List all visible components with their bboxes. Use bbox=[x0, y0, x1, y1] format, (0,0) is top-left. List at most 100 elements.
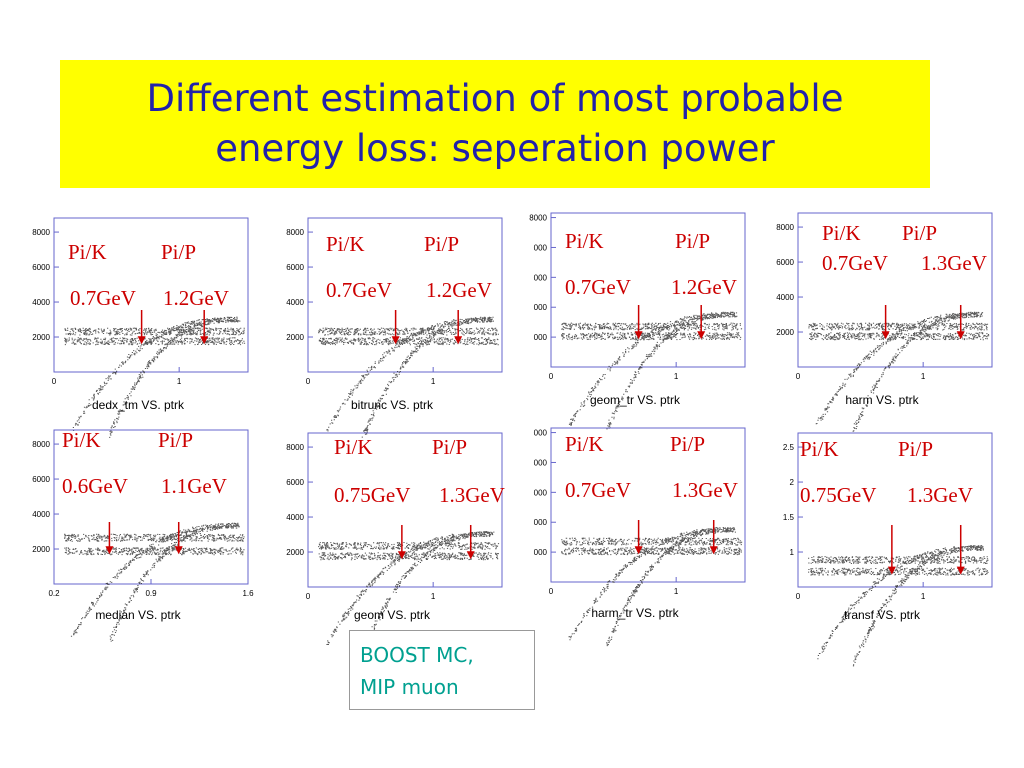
scatter-dots bbox=[64, 316, 246, 438]
x-tick-label: 1 bbox=[177, 377, 182, 386]
scatter-dots bbox=[561, 527, 743, 647]
y-tick-label: 4000 bbox=[776, 293, 794, 302]
plot-frame bbox=[550, 212, 746, 368]
pik-label: Pi/K bbox=[565, 229, 604, 253]
scatter-dots bbox=[561, 311, 743, 430]
y-tick-label: 1.5 bbox=[783, 513, 795, 522]
pik-energy-label: 0.7GeV bbox=[326, 278, 392, 302]
pik-energy-label: 0.75GeV bbox=[800, 483, 877, 507]
note-box: BOOST MC, MIP muon bbox=[349, 630, 535, 710]
x-tick-label: 1 bbox=[921, 592, 926, 601]
y-tick-label: 4000 bbox=[286, 513, 304, 522]
pik-arrowhead bbox=[397, 551, 406, 560]
y-tick-label: 000 bbox=[534, 548, 548, 557]
x-tick-label: 1 bbox=[674, 587, 679, 596]
y-tick-label: 2000 bbox=[32, 333, 50, 342]
x-tick-label: 0.2 bbox=[48, 589, 60, 598]
y-tick-label: 6000 bbox=[32, 475, 50, 484]
plot-panel-harm: 2000 4000 6000 8000 0 1 Pi/K Pi/P 0.7GeV 1.3G… bbox=[762, 205, 1012, 432]
pik-energy-label: 0.75GeV bbox=[334, 483, 411, 507]
pik-energy-label: 0.6GeV bbox=[62, 474, 128, 498]
pip-label: Pi/P bbox=[675, 229, 711, 253]
pip-label: Pi/P bbox=[902, 221, 938, 245]
pip-arrowhead bbox=[956, 566, 965, 575]
pip-energy-label: 1.2GeV bbox=[426, 278, 492, 302]
scatter-points bbox=[64, 316, 246, 438]
pik-label: Pi/K bbox=[68, 240, 107, 264]
title-banner: Different estimation of most probable en… bbox=[60, 60, 930, 188]
plot-caption: bitrunc VS. ptrk bbox=[350, 398, 434, 412]
y-tick-label: 000 bbox=[534, 273, 548, 282]
pik-label: Pi/K bbox=[334, 435, 373, 459]
plot-caption: geom VS. ptrk bbox=[353, 608, 431, 622]
scatter-plot: 2000 4000 6000 8000 0.2 0.9 1.6 bbox=[32, 429, 254, 642]
pik-energy-label: 0.7GeV bbox=[70, 286, 136, 310]
scatter-plot: 2000 4000 6000 8000 0 1 bbox=[286, 432, 503, 651]
plot-frame bbox=[307, 432, 503, 588]
pip-energy-label: 1.2GeV bbox=[163, 286, 229, 310]
scatter-points bbox=[808, 311, 990, 432]
scatter-points bbox=[561, 311, 743, 430]
pik-arrowhead bbox=[105, 546, 114, 555]
note-line-1: BOOST MC, bbox=[360, 643, 474, 667]
y-tick-label: 6000 bbox=[286, 263, 304, 272]
scatter-dots bbox=[64, 522, 245, 642]
pip-energy-label: 1.3GeV bbox=[439, 483, 505, 507]
plot-caption: harm_tr VS. ptrk bbox=[591, 606, 679, 620]
plot-caption: harm VS. ptrk bbox=[845, 393, 919, 407]
y-tick-label: 000 bbox=[534, 488, 548, 497]
plot-frame bbox=[797, 432, 993, 588]
scatter-dots bbox=[808, 311, 990, 432]
scatter-plot: 2000 4000 6000 8000 0 1 bbox=[776, 212, 993, 432]
scatter-dots bbox=[318, 531, 500, 651]
pip-arrowhead bbox=[956, 331, 965, 340]
y-tick-label: 000 bbox=[534, 303, 548, 312]
plot-frame bbox=[550, 427, 746, 583]
pip-label: Pi/P bbox=[432, 435, 468, 459]
scatter-dots bbox=[318, 316, 499, 438]
plot-panel-median: 2000 4000 6000 8000 0.2 0.9 1.6 Pi/K Pi/P 0.6G… bbox=[18, 422, 268, 642]
x-tick-label: 1.6 bbox=[242, 589, 254, 598]
plot-frame bbox=[307, 217, 503, 373]
pip-label: Pi/P bbox=[424, 232, 460, 256]
plot-panel-transf: 1 1.5 2 2.5 0 1 Pi/K Pi/P 0.75GeV 1.3GeV tran… bbox=[762, 425, 1012, 667]
y-tick-label: 000 bbox=[534, 518, 548, 527]
slide-title-line-2: energy loss: seperation power bbox=[215, 127, 775, 170]
y-tick-label: 4000 bbox=[32, 510, 50, 519]
plot-panel-geom-tr: 000 000 000 000 8000 0 1 Pi/K Pi/P 0.7GeV 1.2G… bbox=[515, 205, 765, 430]
pik-arrowhead bbox=[887, 566, 896, 575]
y-tick-label: 6000 bbox=[776, 258, 794, 267]
note-line-2: MIP muon bbox=[360, 675, 459, 699]
scatter-points bbox=[808, 545, 989, 667]
y-tick-label: 8000 bbox=[529, 214, 547, 223]
pik-arrowhead bbox=[634, 546, 643, 555]
y-tick-label: 6000 bbox=[32, 263, 50, 272]
y-tick-label: 8000 bbox=[32, 440, 50, 449]
pip-arrowhead bbox=[466, 551, 475, 560]
pip-energy-label: 1.3GeV bbox=[672, 478, 738, 502]
plot-panel-bitrunc: 2000 4000 6000 8000 0 1 Pi/K Pi/P 0.7GeV 1.2G… bbox=[272, 210, 522, 438]
pik-energy-label: 0.7GeV bbox=[822, 251, 888, 275]
pip-label: Pi/P bbox=[158, 428, 194, 452]
pip-energy-label: 1.2GeV bbox=[671, 275, 737, 299]
slide-title-line-1: Different estimation of most probable bbox=[146, 77, 844, 120]
y-tick-label: 4000 bbox=[286, 298, 304, 307]
scatter-points bbox=[318, 531, 500, 651]
x-tick-label: 0 bbox=[549, 587, 554, 596]
y-tick-label: 8000 bbox=[286, 443, 304, 452]
pip-label: Pi/P bbox=[670, 432, 706, 456]
plot-panel-dedx-tm: 2000 4000 6000 8000 0 1 Pi/K Pi/P 0.7GeV 1.2G… bbox=[18, 210, 268, 438]
pik-label: Pi/K bbox=[800, 437, 839, 461]
scatter-plot: 1 1.5 2 2.5 0 1 bbox=[783, 432, 993, 667]
plot-panel-geom: 2000 4000 6000 8000 0 1 Pi/K Pi/P 0.75GeV 1.3… bbox=[272, 425, 522, 651]
scatter-points bbox=[318, 316, 499, 438]
y-tick-label: 4000 bbox=[32, 298, 50, 307]
plot-caption: transf VS. ptrk bbox=[843, 608, 921, 622]
x-tick-label: 0 bbox=[306, 377, 311, 386]
y-tick-label: 000 bbox=[534, 429, 548, 438]
pik-label: Pi/K bbox=[565, 432, 604, 456]
scatter-plot: 000 000 000 000 8000 0 1 bbox=[529, 212, 746, 430]
y-tick-label: 000 bbox=[534, 243, 548, 252]
scatter-points bbox=[64, 522, 245, 642]
